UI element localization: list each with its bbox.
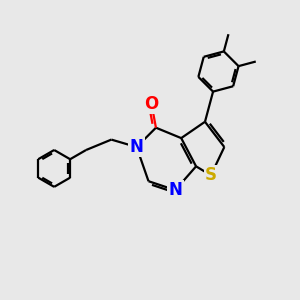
Text: S: S	[205, 166, 217, 184]
Text: O: O	[144, 95, 159, 113]
Text: N: N	[168, 181, 182, 199]
Text: N: N	[130, 138, 144, 156]
